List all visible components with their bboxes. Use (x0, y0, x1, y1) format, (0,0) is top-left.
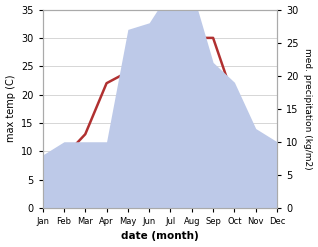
X-axis label: date (month): date (month) (121, 231, 199, 242)
Y-axis label: max temp (C): max temp (C) (5, 75, 16, 143)
Y-axis label: med. precipitation (kg/m2): med. precipitation (kg/m2) (303, 48, 313, 169)
